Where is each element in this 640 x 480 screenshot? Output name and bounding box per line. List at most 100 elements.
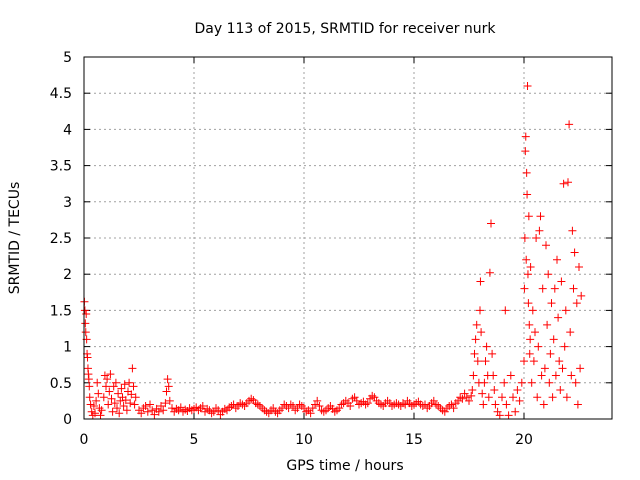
data-point: [577, 291, 586, 300]
y-tick-label: 4: [63, 122, 72, 138]
data-point: [509, 393, 517, 402]
data-point: [346, 401, 355, 410]
data-point: [284, 404, 293, 413]
plot-frame: [83, 56, 613, 420]
data-point: [117, 384, 126, 393]
data-point: [154, 407, 163, 416]
data-point: [491, 400, 500, 409]
data-point: [521, 147, 530, 156]
data-point: [108, 407, 117, 416]
data-point: [570, 248, 579, 257]
data-point: [137, 409, 146, 418]
data-point: [522, 255, 531, 264]
data-point: [481, 357, 490, 366]
data-point: [479, 400, 488, 409]
data-point: [550, 284, 559, 293]
y-tick-label: 5: [63, 50, 72, 66]
data-point: [531, 328, 539, 337]
data-point: [554, 313, 563, 322]
data-point: [511, 407, 520, 416]
data-point: [111, 378, 120, 387]
data-point: [472, 320, 481, 329]
data-point: [146, 400, 154, 409]
data-point: [148, 406, 157, 415]
data-point: [480, 378, 489, 387]
data-point: [308, 404, 317, 413]
data-point: [537, 371, 546, 380]
data-point: [568, 226, 577, 235]
data-point: [478, 389, 487, 398]
data-point: [560, 342, 569, 351]
data-point: [438, 406, 447, 415]
data-point: [377, 400, 385, 409]
data-point: [110, 399, 119, 408]
data-point: [127, 390, 136, 399]
data-point: [449, 404, 458, 413]
data-point: [139, 404, 148, 413]
data-point: [523, 190, 532, 199]
data-point: [535, 226, 544, 235]
data-point: [109, 382, 118, 391]
data-point: [363, 399, 372, 408]
data-point: [306, 409, 315, 418]
data-point: [322, 406, 330, 415]
data-point: [352, 396, 361, 405]
data-point: [93, 378, 102, 387]
data-point: [83, 353, 92, 362]
data-point: [576, 364, 585, 373]
data-point: [487, 219, 495, 228]
data-point: [523, 270, 532, 279]
data-point: [467, 391, 476, 400]
data-point: [289, 401, 297, 410]
data-point: [561, 306, 570, 315]
data-point: [262, 407, 271, 416]
data-point: [540, 364, 549, 373]
data-point: [94, 389, 103, 398]
data-point: [575, 262, 583, 271]
y-tick-label: 1.5: [50, 303, 72, 319]
x-tick-label: 0: [80, 432, 89, 448]
data-point: [562, 393, 571, 402]
x-tick-label: 15: [405, 432, 423, 448]
y-tick-label: 2.5: [50, 231, 72, 247]
data-point: [162, 387, 171, 396]
data-point: [286, 400, 295, 409]
data-point: [543, 320, 552, 329]
data-point: [462, 393, 471, 402]
data-point: [545, 378, 554, 387]
data-point: [91, 409, 99, 418]
data-point: [529, 357, 538, 366]
data-point: [348, 394, 357, 403]
data-point: [547, 299, 556, 308]
data-point: [526, 335, 535, 344]
data-point: [447, 400, 456, 409]
data-point: [271, 407, 280, 416]
data-point: [315, 401, 324, 410]
data-point: [165, 396, 174, 405]
data-point: [523, 81, 532, 90]
data-point: [269, 404, 278, 413]
data-points: [80, 81, 586, 420]
data-point: [567, 371, 576, 380]
x-tick-label: 5: [190, 432, 199, 448]
data-point: [113, 404, 121, 413]
data-point: [150, 410, 159, 419]
data-point: [163, 375, 172, 384]
y-tick-label: 4.5: [50, 86, 72, 102]
x-tick-label: 10: [295, 432, 313, 448]
data-point: [468, 386, 477, 395]
data-point: [533, 393, 542, 402]
data-point: [121, 396, 130, 405]
x-axis-label: GPS time / hours: [286, 458, 403, 474]
data-point: [125, 378, 134, 387]
data-point: [297, 401, 306, 410]
data-point: [198, 401, 207, 410]
data-point: [458, 394, 467, 403]
data-point: [159, 406, 168, 415]
data-point: [92, 396, 101, 405]
data-point: [100, 371, 109, 380]
data-point: [119, 401, 128, 410]
data-point: [130, 400, 139, 409]
axis-ticks: 0 0.5 1 1.5 2 2.5 3 3.5 4 4.5 5 0 5 10 15 20: [50, 50, 612, 448]
data-point: [212, 404, 220, 413]
